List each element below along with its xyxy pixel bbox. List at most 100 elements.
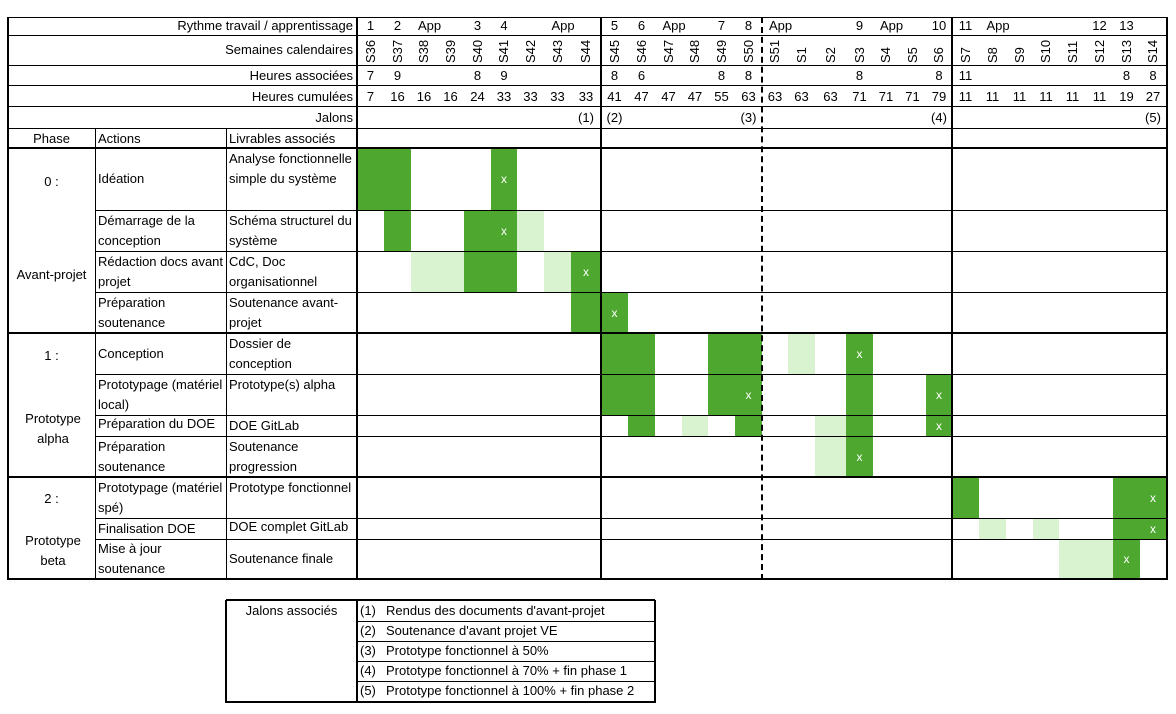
hours-cell: 9 — [500, 68, 508, 83]
gantt-bar — [411, 251, 464, 292]
cumulative-hours-cell: 63 — [741, 89, 756, 104]
grid-line — [8, 476, 1168, 478]
week-cell: S46 — [633, 39, 649, 63]
livrable-cell: Prototype fonctionnel — [229, 479, 352, 495]
header-label-semaines: Semaines calendaires — [225, 42, 353, 57]
grid-line — [8, 65, 1168, 66]
livrable-cell: Dossier de conception — [229, 335, 292, 371]
milestone-mark: x — [611, 305, 618, 320]
week-cell: S6 — [931, 47, 946, 63]
livrable-cell: DOE complet GitLab — [229, 519, 349, 534]
rythme-cell: 13 — [1119, 18, 1134, 33]
grid-line — [226, 128, 227, 579]
grid-line — [95, 251, 1168, 252]
livrable-cell: Soutenance progression — [229, 438, 299, 474]
milestone-mark: x — [745, 387, 752, 402]
cumulative-hours-cell: 47 — [661, 89, 676, 104]
gantt-bar — [628, 415, 655, 436]
week-cell: S41 — [496, 39, 511, 63]
livrable-cell: Prototype(s) alpha — [229, 376, 336, 392]
cumulative-hours-cell: 41 — [607, 89, 622, 104]
rythme-cell: App — [551, 18, 575, 33]
week-cell: S37 — [389, 39, 405, 63]
gantt-bar — [571, 292, 601, 333]
grid-line — [8, 35, 1168, 36]
grid-line — [95, 128, 96, 579]
gantt-bar — [926, 374, 952, 415]
gantt-bar — [846, 374, 873, 415]
rythme-cell: 1 — [366, 18, 375, 33]
gantt-bar — [926, 415, 952, 436]
action-cell: Conception — [98, 345, 164, 361]
cumulative-hours-cell: 71 — [852, 89, 867, 104]
gantt-bar — [979, 518, 1006, 539]
section-separator — [951, 17, 953, 580]
livrable-cell: Schéma structurel du système — [229, 212, 352, 248]
week-cell: S50 — [740, 39, 756, 63]
gantt-bar — [464, 210, 517, 251]
grid-line — [95, 436, 1168, 437]
livrable-cell: Soutenance avant-projet — [229, 294, 339, 330]
jalon-cell: (1) — [578, 110, 594, 125]
rythme-cell: App — [418, 18, 442, 33]
week-cell: S13 — [1118, 39, 1134, 63]
gantt-bar — [708, 333, 762, 374]
gantt-bar — [544, 251, 571, 292]
week-cell: S40 — [469, 39, 485, 63]
cumulative-hours-cell: 47 — [687, 89, 703, 104]
grid-line — [8, 106, 1168, 107]
phase-number: 0 : — [44, 174, 59, 189]
hours-cell: 8 — [855, 68, 864, 83]
rythme-cell: 7 — [717, 18, 726, 33]
milestone-mark: x — [501, 172, 507, 186]
action-cell: Rédaction docs avant projet — [98, 253, 224, 289]
legend-item-text: Soutenance d'avant projet VE — [386, 623, 558, 638]
column-header-livrables: Livrables associés — [229, 131, 336, 146]
action-cell: Prototypage (matériel spé) — [98, 479, 223, 515]
rythme-cell: App — [662, 18, 686, 33]
hours-cell: 8 — [717, 68, 726, 83]
legend-item-id: (4) — [360, 663, 376, 678]
livrable-cell: Analyse fonctionnelle simple du système — [229, 151, 352, 186]
cumulative-hours-cell: 71 — [878, 89, 894, 104]
gantt-bar — [464, 251, 517, 292]
gantt-bar — [846, 436, 873, 477]
jalon-cell: (5) — [1145, 110, 1161, 125]
cumulative-hours-cell: 19 — [1119, 89, 1134, 104]
week-cell: S2 — [822, 47, 838, 63]
gantt-bar — [491, 148, 517, 210]
cumulative-hours-cell: 16 — [416, 89, 432, 104]
milestone-mark: x — [583, 264, 589, 279]
gantt-bar — [788, 333, 815, 374]
rythme-cell: 4 — [500, 18, 508, 33]
grid-line — [95, 518, 1168, 519]
jalon-cell: (4) — [931, 110, 947, 125]
rythme-cell: App — [880, 18, 904, 33]
gantt-bar — [1113, 477, 1166, 518]
gantt-bar — [815, 415, 846, 436]
week-cell: S36 — [362, 39, 378, 63]
week-cell: S10 — [1038, 39, 1053, 63]
gantt-bar — [846, 333, 873, 374]
rythme-cell: 5 — [610, 18, 619, 33]
header-label-heures: Heures associées — [249, 68, 353, 83]
action-cell: Mise à jour soutenance — [98, 541, 166, 576]
cumulative-hours-cell: 79 — [931, 89, 947, 104]
hours-cell: 8 — [744, 68, 753, 83]
action-cell: Préparation du DOE — [98, 416, 216, 431]
grid-line — [8, 17, 1168, 18]
week-cell: S48 — [687, 39, 702, 63]
legend-item-text: Prototype fonctionnel à 100% + fin phase… — [386, 683, 635, 698]
week-cell: S47 — [660, 39, 676, 63]
gantt-bar — [384, 210, 411, 251]
cumulative-hours-cell: 16 — [443, 89, 458, 104]
gantt-bar — [682, 415, 708, 436]
grid-line — [95, 374, 1168, 375]
legend-item-text: Rendus des documents d'avant-projet — [386, 603, 605, 618]
phase-name: Avant-projet — [16, 267, 87, 282]
table-border — [1166, 17, 1168, 580]
week-cell: S42 — [522, 39, 538, 63]
rythme-cell: App — [986, 18, 1010, 33]
gantt-bar — [357, 148, 411, 210]
